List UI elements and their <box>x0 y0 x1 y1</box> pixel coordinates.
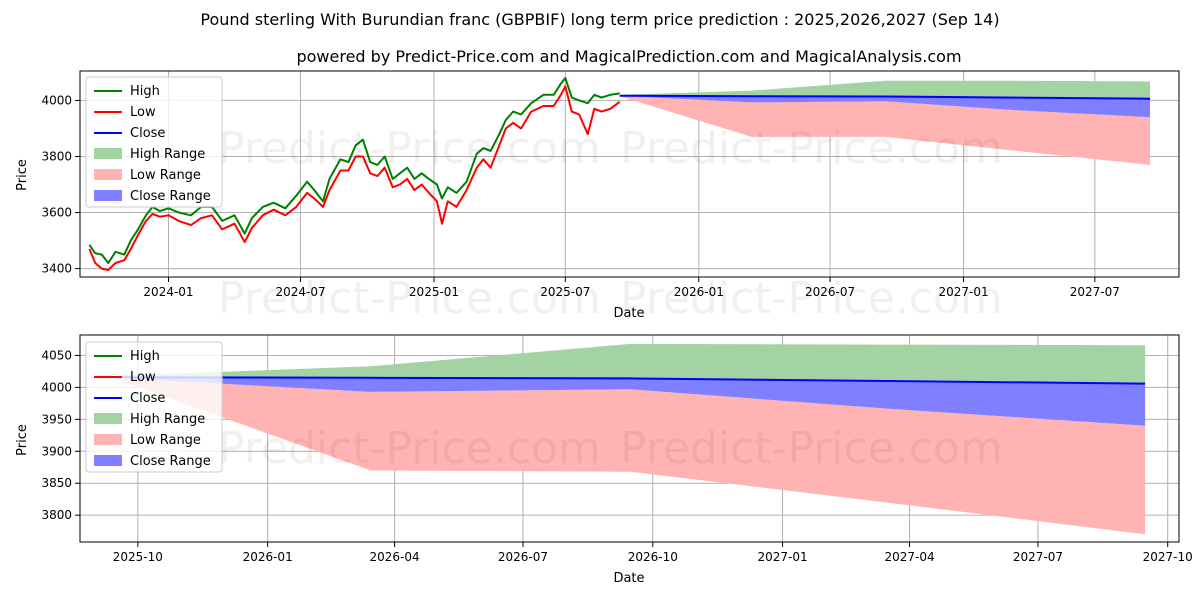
top-x-tick-label: 2025-01 <box>409 285 459 299</box>
legend-label: Low <box>130 105 156 120</box>
long-term-chart: 2024-01 2024-07 2025-01 2025-07 2026-01 2026-… <box>15 70 1180 321</box>
bottom-range-fills <box>113 343 1146 535</box>
legend-label: Close Range <box>130 454 211 469</box>
watermark-text: Predict-Price.com <box>218 423 601 474</box>
legend-patch-swatch <box>94 148 122 159</box>
bottom-legend: High Low Close High Range Low Range Close Ran… <box>85 341 223 473</box>
legend-label: Close Range <box>130 189 211 204</box>
legend-label: High Range <box>130 412 205 427</box>
watermark-text: Predict-Price.com <box>620 273 1003 324</box>
top-x-tick-label: 2026-07 <box>805 285 855 299</box>
low-range-band <box>619 95 1150 165</box>
bottom-x-tick-label: 2027-01 <box>757 550 807 564</box>
legend-patch-swatch <box>94 190 122 201</box>
bottom-x-tick-label: 2027-04 <box>884 550 934 564</box>
figure-title: Pound sterling With Burundian franc (GBP… <box>200 10 999 29</box>
high-price-line <box>88 77 620 264</box>
bottom-y-tick-label: 3950 <box>41 412 72 426</box>
bottom-x-tick-label: 2026-04 <box>370 550 420 564</box>
legend-patch-swatch <box>94 455 122 466</box>
close-range-band <box>113 377 1146 426</box>
legend-patch-swatch <box>94 413 122 424</box>
legend-patch-swatch <box>94 434 122 445</box>
top-y-tick-label: 3800 <box>41 149 72 163</box>
bottom-x-tick-label: 2027-10 <box>1143 550 1193 564</box>
top-price-lines <box>88 77 1151 271</box>
legend-label: High Range <box>130 147 205 162</box>
bottom-y-tick-label: 3850 <box>41 476 72 490</box>
top-x-axis: 2024-01 2024-07 2025-01 2025-07 2026-01 2026-… <box>143 277 1120 299</box>
watermark-text: Predict-Price.com <box>218 273 601 324</box>
top-y-tick-label: 3400 <box>41 262 72 276</box>
top-y-axis-label: Price <box>15 159 30 191</box>
bottom-y-tick-label: 4000 <box>41 380 72 394</box>
legend-label: Close <box>130 391 165 406</box>
bottom-y-tick-label: 4050 <box>41 348 72 362</box>
bottom-x-tick-label: 2027-07 <box>1013 550 1063 564</box>
watermark-text: Predict-Price.com <box>620 123 1003 174</box>
bottom-y-tick-label: 3800 <box>41 508 72 522</box>
legend-label: High <box>130 84 160 99</box>
top-y-tick-label: 3600 <box>41 206 72 220</box>
legend-label: Close <box>130 126 165 141</box>
low-range-band <box>113 377 1146 535</box>
bottom-price-lines <box>113 376 1146 385</box>
watermarks: Predict-Price.com Predict-Price.com Pred… <box>218 123 1003 474</box>
top-y-axis: 3400 3600 3800 4000 <box>41 93 80 276</box>
legend-patch-swatch <box>94 169 122 180</box>
top-x-tick-label: 2024-01 <box>143 285 193 299</box>
top-x-tick-label: 2027-07 <box>1070 285 1120 299</box>
close-forecast-line <box>113 376 1146 385</box>
top-range-fills <box>619 80 1150 165</box>
figure-subtitle: powered by Predict-Price.com and Magical… <box>296 47 961 66</box>
legend-label: Low Range <box>130 168 201 183</box>
forecast-zoom-chart: 2025-10 2026-01 2026-04 2026-07 2026-10 2027-… <box>15 334 1193 586</box>
watermark-text: Predict-Price.com <box>620 423 1003 474</box>
top-legend: High Low Close High Range Low Range Close Ran… <box>85 76 223 208</box>
close-range-band <box>619 95 1150 118</box>
bottom-x-tick-label: 2026-10 <box>628 550 678 564</box>
bottom-x-axis-label: Date <box>613 571 644 586</box>
top-x-tick-label: 2025-07 <box>540 285 590 299</box>
top-plot-frame <box>79 70 1180 278</box>
legend-label: Low Range <box>130 433 201 448</box>
top-x-axis-label: Date <box>613 306 644 321</box>
bottom-x-tick-label: 2025-10 <box>113 550 163 564</box>
bottom-y-axis-label: Price <box>15 424 30 456</box>
low-price-line <box>88 85 621 271</box>
bottom-x-tick-label: 2026-07 <box>498 550 548 564</box>
top-y-tick-label: 4000 <box>41 93 72 107</box>
close-forecast-line <box>619 94 1151 100</box>
legend-label: Low <box>130 370 156 385</box>
high-range-band <box>619 80 1150 99</box>
bottom-y-tick-label: 3900 <box>41 444 72 458</box>
bottom-plot-frame <box>79 334 1180 543</box>
top-x-tick-label: 2027-01 <box>938 285 988 299</box>
watermark-text: Predict-Price.com <box>218 123 601 174</box>
top-x-tick-label: 2026-01 <box>674 285 724 299</box>
legend-label: High <box>130 349 160 364</box>
top-x-tick-label: 2024-07 <box>275 285 325 299</box>
bottom-x-axis: 2025-10 2026-01 2026-04 2026-07 2026-10 2027-… <box>113 542 1193 564</box>
bottom-x-tick-label: 2026-01 <box>243 550 293 564</box>
bottom-y-axis: 3800 3850 3900 3950 4000 4050 <box>41 348 80 522</box>
high-range-band <box>113 343 1146 383</box>
